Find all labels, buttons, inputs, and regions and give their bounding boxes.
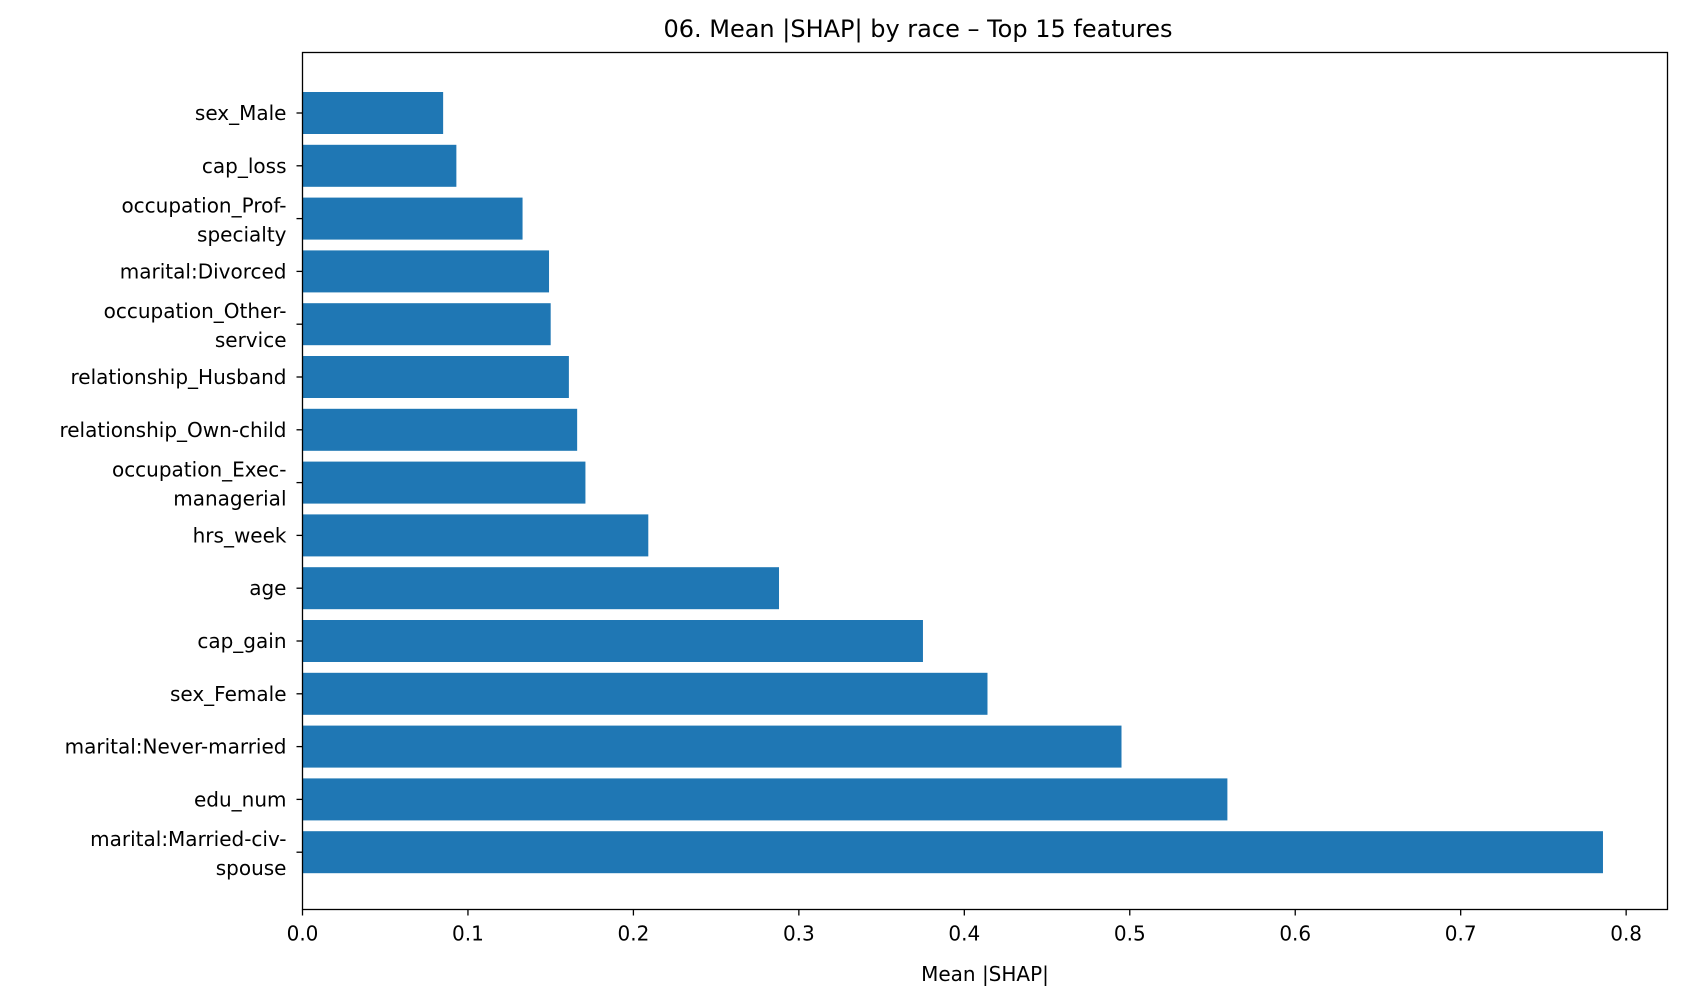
y-tick-label: occupation_Other-service [104,299,287,352]
x-tick-label: 0.6 [1279,922,1311,946]
bar [302,144,457,187]
y-tick-label: occupation_Exec-managerial [112,458,287,511]
y-tick-label: relationship_Own-child [59,418,286,442]
x-tick-label: 0.5 [1114,922,1146,946]
bar [302,778,1228,821]
bar [302,831,1603,874]
x-tick-label: 0.1 [452,922,484,946]
y-tick-label: cap_gain [197,629,286,653]
y-tick-label: edu_num [194,787,287,811]
bar [302,356,569,398]
bar [302,567,780,610]
y-tick-label: marital:Married-civ-spouse [90,827,286,880]
bar [302,197,523,240]
x-tick-label: 0.4 [948,922,980,946]
y-tick-label: hrs_week [193,523,287,547]
bars-group [302,92,1603,874]
y-axis: sex_Male cap_loss occupation_Prof-specialt… [59,101,303,880]
plot-frame [301,51,1669,911]
chart-title: 06. Mean |SHAP| by race – Top 15 feature… [663,15,1172,43]
x-axis: 0.0 0.1 0.2 0.3 0.4 0.5 0.6 0.7 0.8 [287,909,1642,946]
bar [302,461,586,504]
y-tick-label: occupation_Prof-specialty [121,194,286,247]
bar [302,303,551,346]
y-tick-label: age [249,576,286,600]
x-tick-label: 0.2 [618,922,650,946]
y-tick-label: sex_Female [170,682,287,706]
bar [302,250,550,293]
x-axis-label: Mean |SHAP| [921,962,1049,986]
bar [302,620,923,662]
bar [302,408,578,451]
y-tick-label: sex_Male [195,101,287,125]
bar [302,725,1122,768]
y-tick-label: marital:Divorced [120,259,287,283]
x-tick-label: 0.0 [287,922,319,946]
x-tick-label: 0.7 [1445,922,1477,946]
bar [302,672,988,715]
bar [302,514,649,557]
x-tick-label: 0.3 [783,922,815,946]
x-tick-label: 0.8 [1610,922,1642,946]
bar [302,92,444,134]
y-tick-label: relationship_Husband [70,365,286,389]
y-tick-label: marital:Never-married [65,735,287,759]
y-tick-label: cap_loss [202,154,287,178]
